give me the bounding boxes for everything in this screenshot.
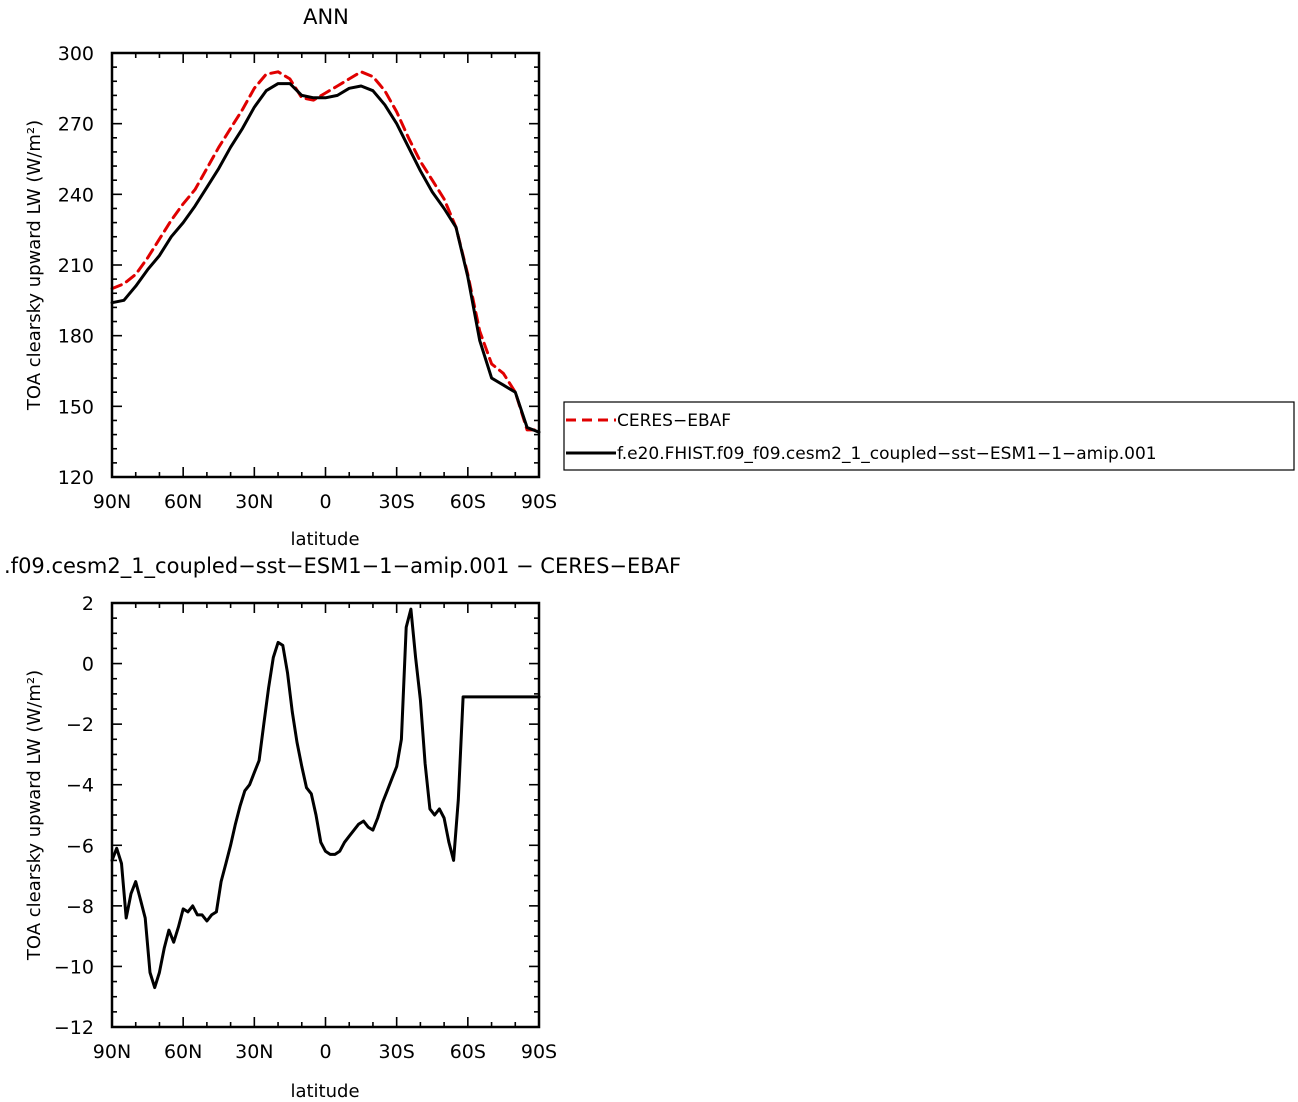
plot-frame <box>110 51 541 479</box>
y-tick-label: 300 <box>58 43 94 65</box>
axis-ticks: 90N 60N 30N 0 30S 60S 90S −12 −10 −8 −6 −4 −2 0 2 <box>54 593 557 1063</box>
x-tick-label: 30N <box>235 491 273 513</box>
legend-box <box>563 401 1295 471</box>
x-tick-label: 30N <box>235 1041 273 1063</box>
x-tick-label: 60N <box>164 1041 202 1063</box>
svg-text:TOA clearsky upward LW (W/m²): TOA clearsky upward LW (W/m²) <box>24 120 45 411</box>
x-tick-label: 30S <box>379 491 415 513</box>
x-tick-label: 90S <box>521 491 557 513</box>
y-tick-label: −2 <box>66 714 94 736</box>
svg-text:TOA clearsky upward LW (W/m²): TOA clearsky upward LW (W/m²) <box>24 670 45 961</box>
x-tick-label: 60S <box>450 491 486 513</box>
series-line-0 <box>110 607 541 990</box>
y-tick-label: −12 <box>54 1017 94 1039</box>
legend-label-model: f.e20.FHIST.f09_f09.cesm2_1_coupled−sst−… <box>617 444 1157 464</box>
y-tick-label: 210 <box>58 255 94 277</box>
y-tick-label: 180 <box>58 326 94 348</box>
y-axis-title: TOA clearsky upward LW (W/m²) <box>24 670 45 961</box>
legend: CERES−EBAF f.e20.FHIST.f09_f09.cesm2_1_c… <box>563 401 1295 471</box>
climatology-chart: ANN TOA clearsky upward LW (W/m²) latitu… <box>24 5 557 550</box>
y-tick-label: 240 <box>58 184 94 206</box>
x-axis-title: latitude <box>290 1081 359 1102</box>
y-tick-label: 150 <box>58 396 94 418</box>
legend-label-ceres: CERES−EBAF <box>617 411 731 431</box>
x-tick-label: 0 <box>319 1041 331 1063</box>
y-tick-label: 2 <box>82 593 94 615</box>
series-line-0 <box>110 70 541 432</box>
series-lines <box>110 607 541 990</box>
y-tick-label: −8 <box>66 896 94 918</box>
axis-ticks: 90N 60N 30N 0 30S 60S 90S 120 150 180 210 240 270 300 <box>58 43 557 513</box>
x-tick-label: 30S <box>379 1041 415 1063</box>
x-tick-label: 60S <box>450 1041 486 1063</box>
y-tick-label: 120 <box>58 467 94 489</box>
x-tick-label: 0 <box>319 491 331 513</box>
x-axis-title: latitude <box>290 529 359 550</box>
y-tick-label: 270 <box>58 114 94 136</box>
series-line-1 <box>110 82 541 434</box>
y-tick-label: −6 <box>66 835 94 857</box>
y-tick-label: −4 <box>66 775 94 797</box>
y-tick-label: −10 <box>54 956 94 978</box>
y-tick-label: 0 <box>82 654 94 676</box>
x-tick-label: 90S <box>521 1041 557 1063</box>
plot-frame <box>110 601 541 1029</box>
x-tick-label: 60N <box>164 491 202 513</box>
series-lines <box>110 70 541 434</box>
chart-title: ANN <box>303 5 349 29</box>
x-tick-label: 90N <box>93 491 131 513</box>
chart-title: .f09.cesm2_1_coupled−sst−ESM1−1−amip.001… <box>4 554 681 579</box>
difference-chart: .f09.cesm2_1_coupled−sst−ESM1−1−amip.001… <box>4 554 681 1102</box>
x-tick-label: 90N <box>93 1041 131 1063</box>
y-axis-title: TOA clearsky upward LW (W/m²) <box>24 120 45 411</box>
